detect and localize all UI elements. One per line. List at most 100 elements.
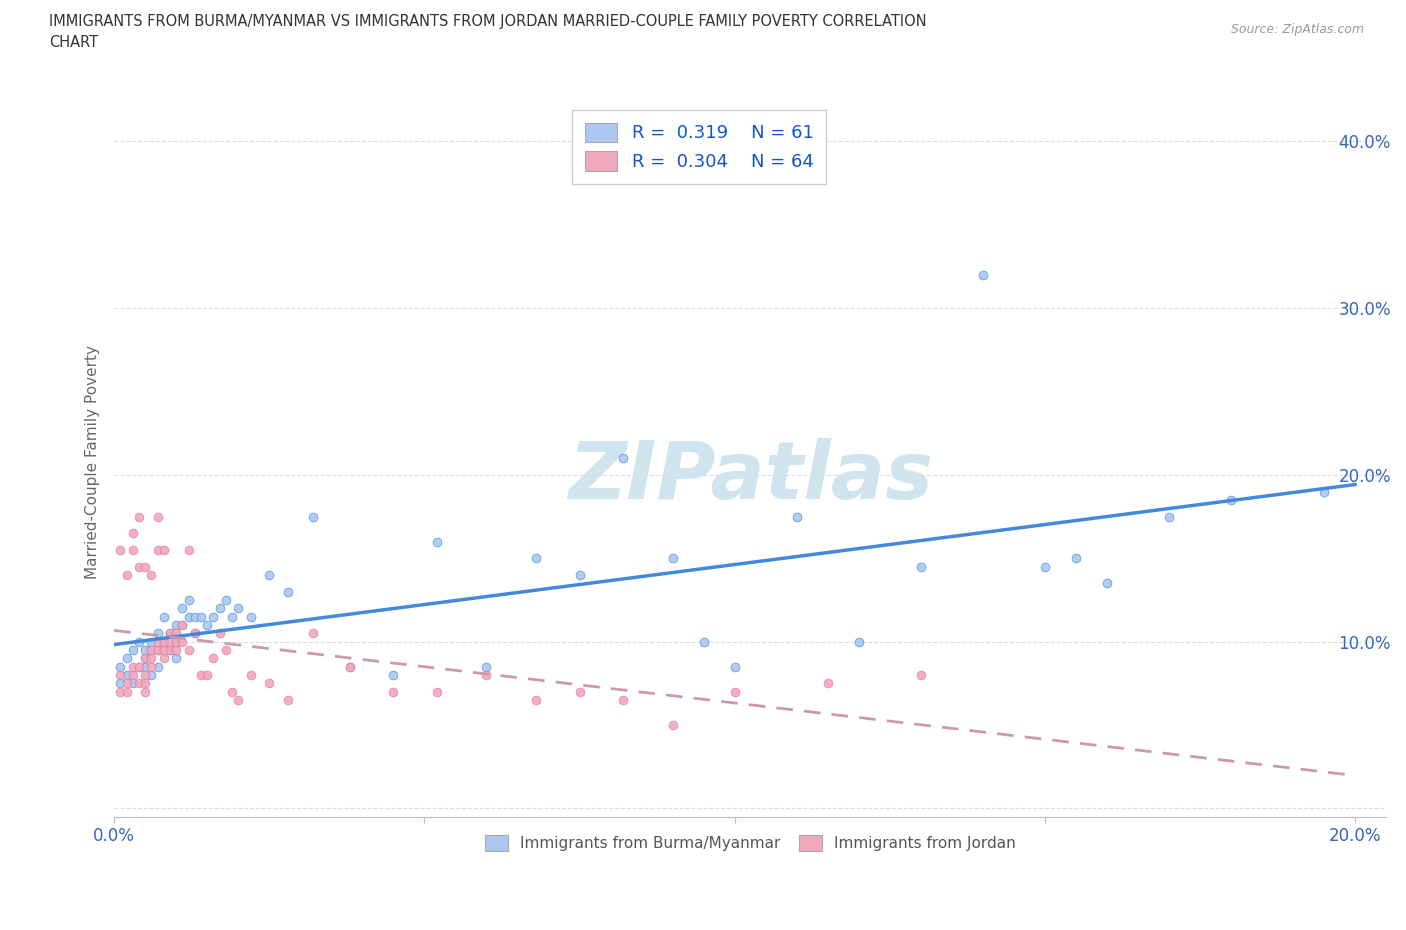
Point: [177, 609, 200, 624]
Text: ZIPatlas: ZIPatlas: [568, 437, 932, 515]
Point: [121, 668, 143, 683]
Point: [724, 684, 747, 699]
Point: [153, 643, 176, 658]
Point: [141, 659, 163, 674]
Text: IMMIGRANTS FROM BURMA/MYANMAR VS IMMIGRANTS FROM JORDAN MARRIED-COUPLE FAMILY PO: IMMIGRANTS FROM BURMA/MYANMAR VS IMMIGRA…: [49, 14, 927, 50]
Point: [208, 626, 231, 641]
Point: [1033, 559, 1056, 574]
Point: [159, 634, 181, 649]
Point: [146, 542, 169, 557]
Point: [259, 676, 281, 691]
Point: [153, 634, 176, 649]
Point: [817, 676, 839, 691]
Point: [153, 609, 176, 624]
Point: [177, 643, 200, 658]
Point: [277, 693, 299, 708]
Point: [786, 509, 808, 524]
Point: [184, 609, 207, 624]
Point: [141, 643, 163, 658]
Point: [382, 684, 405, 699]
Point: [172, 634, 194, 649]
Point: [134, 651, 156, 666]
Point: [202, 609, 225, 624]
Point: [195, 668, 218, 683]
Point: [190, 668, 212, 683]
Point: [165, 643, 187, 658]
Point: [661, 718, 683, 733]
Point: [128, 676, 150, 691]
Point: [301, 509, 323, 524]
Point: [128, 659, 150, 674]
Point: [426, 534, 449, 549]
Point: [159, 626, 181, 641]
Y-axis label: Married-Couple Family Poverty: Married-Couple Family Poverty: [86, 345, 100, 579]
Point: [910, 559, 932, 574]
Point: [1313, 485, 1336, 499]
Point: [195, 618, 218, 632]
Point: [239, 609, 262, 624]
Point: [1220, 493, 1243, 508]
Point: [141, 643, 163, 658]
Point: [339, 659, 361, 674]
Point: [202, 651, 225, 666]
Point: [121, 643, 143, 658]
Point: [612, 451, 634, 466]
Point: [661, 551, 683, 565]
Point: [426, 684, 449, 699]
Point: [134, 668, 156, 683]
Point: [568, 567, 591, 582]
Point: [128, 659, 150, 674]
Point: [184, 626, 207, 641]
Point: [115, 668, 138, 683]
Point: [382, 668, 405, 683]
Point: [159, 643, 181, 658]
Point: [134, 559, 156, 574]
Point: [184, 626, 207, 641]
Point: [172, 618, 194, 632]
Point: [134, 651, 156, 666]
Point: [153, 542, 176, 557]
Point: [121, 659, 143, 674]
Point: [134, 643, 156, 658]
Point: [110, 668, 132, 683]
Point: [128, 559, 150, 574]
Point: [1064, 551, 1087, 565]
Point: [165, 626, 187, 641]
Point: [146, 634, 169, 649]
Point: [215, 592, 238, 607]
Point: [115, 567, 138, 582]
Point: [524, 693, 547, 708]
Point: [190, 609, 212, 624]
Point: [475, 668, 498, 683]
Point: [1095, 576, 1118, 591]
Point: [692, 634, 714, 649]
Point: [215, 643, 238, 658]
Point: [177, 592, 200, 607]
Point: [146, 626, 169, 641]
Point: [165, 634, 187, 649]
Point: [146, 659, 169, 674]
Point: [110, 684, 132, 699]
Point: [165, 634, 187, 649]
Point: [141, 634, 163, 649]
Point: [115, 676, 138, 691]
Point: [277, 584, 299, 599]
Point: [177, 542, 200, 557]
Point: [153, 651, 176, 666]
Point: [146, 509, 169, 524]
Point: [339, 659, 361, 674]
Point: [165, 618, 187, 632]
Point: [146, 643, 169, 658]
Point: [1157, 509, 1180, 524]
Point: [128, 509, 150, 524]
Point: [115, 684, 138, 699]
Point: [159, 626, 181, 641]
Point: [172, 601, 194, 616]
Point: [134, 676, 156, 691]
Point: [115, 651, 138, 666]
Point: [972, 267, 994, 282]
Point: [221, 609, 243, 624]
Point: [134, 659, 156, 674]
Point: [121, 542, 143, 557]
Point: [141, 651, 163, 666]
